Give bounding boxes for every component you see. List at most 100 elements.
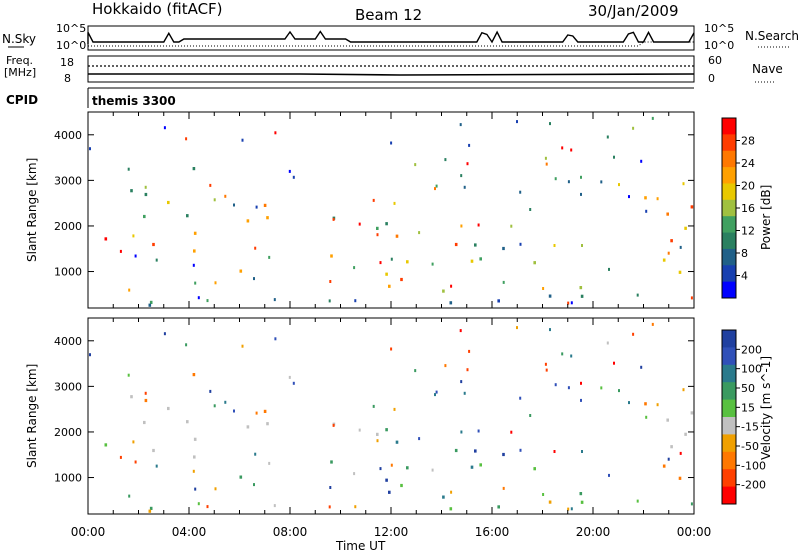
power-cell — [185, 137, 188, 141]
station-title: Hokkaido (fitACF) — [92, 0, 223, 18]
velocity-cell — [567, 386, 570, 390]
power-cell — [554, 177, 557, 181]
velocity-cell — [497, 505, 500, 509]
power-cell — [679, 245, 682, 249]
velocity-cell — [214, 487, 217, 491]
colorbar-tick-label: 15 — [741, 401, 755, 414]
velocity-cell — [613, 361, 615, 365]
power-cell — [192, 263, 195, 267]
velocity-cell — [192, 373, 196, 377]
power-cell — [330, 254, 333, 258]
velocity-cell — [519, 396, 522, 400]
velocity-cell — [544, 362, 547, 366]
power-cell — [104, 237, 108, 241]
power-cell — [510, 224, 513, 228]
power-cell — [662, 258, 666, 262]
colorbar-swatch — [722, 134, 736, 152]
power-cell — [640, 159, 643, 163]
colorbar-swatch — [722, 199, 736, 217]
colorbar-tick-label: -15 — [741, 421, 759, 434]
y-tick-label: 4000 — [54, 129, 82, 142]
power-cell — [567, 301, 570, 305]
velocity-cell — [470, 465, 474, 469]
colorbar-swatch — [722, 265, 736, 283]
power-cell — [385, 272, 388, 276]
power-cell — [209, 183, 212, 187]
power-cell — [358, 222, 361, 226]
power-cell — [431, 262, 434, 266]
velocity-cell — [474, 449, 477, 453]
nsky-line — [87, 30, 695, 44]
velocity-cell — [466, 368, 469, 372]
power-cell — [353, 266, 356, 270]
velocity-cell — [255, 411, 258, 415]
velocity-cell — [553, 450, 556, 453]
power-cell — [645, 209, 648, 213]
date-title: 30/Jan/2009 — [588, 2, 679, 20]
velocity-cell — [431, 468, 434, 472]
velocity-cell — [460, 430, 463, 434]
power-cell — [385, 222, 388, 226]
cpid-label: CPID — [6, 93, 38, 107]
velocity-cell — [570, 507, 573, 511]
colorbar-swatch — [722, 364, 736, 383]
velocity-cell — [206, 505, 209, 509]
power-cell — [119, 249, 122, 253]
power-cell — [533, 261, 536, 265]
velocity-cell — [435, 390, 438, 394]
power-cell — [193, 249, 196, 253]
power-cell — [444, 158, 447, 162]
power-cell — [332, 217, 335, 221]
velocity-cell — [239, 475, 243, 479]
colorbar-tick-label: 16 — [741, 202, 755, 215]
x-tick-label: 00:00 — [71, 525, 106, 539]
velocity-cell — [163, 332, 166, 336]
power-cell — [292, 175, 295, 179]
velocity-frame — [87, 317, 695, 515]
velocity-ylabel: Slant Range [km] — [25, 364, 39, 468]
velocity-cell — [274, 337, 277, 341]
nsearch-line — [88, 41, 694, 47]
colorbar-swatch — [722, 167, 736, 184]
velocity-cell — [376, 432, 379, 436]
velocity-cell — [143, 420, 146, 425]
freq-tick-bottom: 8 — [64, 72, 71, 85]
power-heatmap — [89, 116, 694, 307]
velocity-cell — [662, 464, 666, 468]
velocity-cell — [682, 388, 685, 392]
colorbar-tick-label: 24 — [741, 157, 755, 170]
y-tick-label: 2000 — [54, 426, 82, 439]
power-cell — [395, 234, 399, 238]
velocity-cell — [213, 404, 216, 408]
velocity-cell — [684, 432, 687, 436]
velocity-cell — [580, 381, 582, 385]
velocity-cell — [130, 395, 133, 399]
velocity-cell — [288, 375, 291, 379]
velocity-cell — [561, 352, 564, 356]
colorbar-frame — [721, 329, 737, 505]
colorbar-swatch — [722, 486, 736, 505]
velocity-cell — [372, 404, 375, 408]
colorbar-tick-label: 200 — [741, 343, 762, 356]
power-cell — [529, 208, 532, 211]
power-cell — [246, 219, 250, 223]
power-axes: 1000 2000 3000 4000 — [54, 112, 695, 308]
power-cell — [239, 269, 243, 273]
velocity-cell — [193, 455, 196, 459]
velocity-cell — [273, 504, 276, 508]
power-cell — [519, 190, 522, 194]
power-cell — [152, 242, 155, 247]
freq-frame — [87, 55, 695, 83]
velocity-cell — [406, 466, 409, 470]
velocity-cell — [636, 499, 639, 503]
power-cell — [656, 197, 659, 201]
velocity-colorbar: 200 100 50 15 -15 -50 -100 -200 — [721, 329, 766, 505]
velocity-cell — [606, 341, 609, 345]
power-cell — [470, 259, 474, 263]
velocity-cell — [89, 353, 91, 357]
velocity-cell — [640, 365, 643, 369]
power-cell — [206, 299, 209, 303]
velocity-cell — [192, 469, 195, 473]
velocity-cell — [477, 429, 480, 433]
power-cell — [263, 203, 267, 207]
